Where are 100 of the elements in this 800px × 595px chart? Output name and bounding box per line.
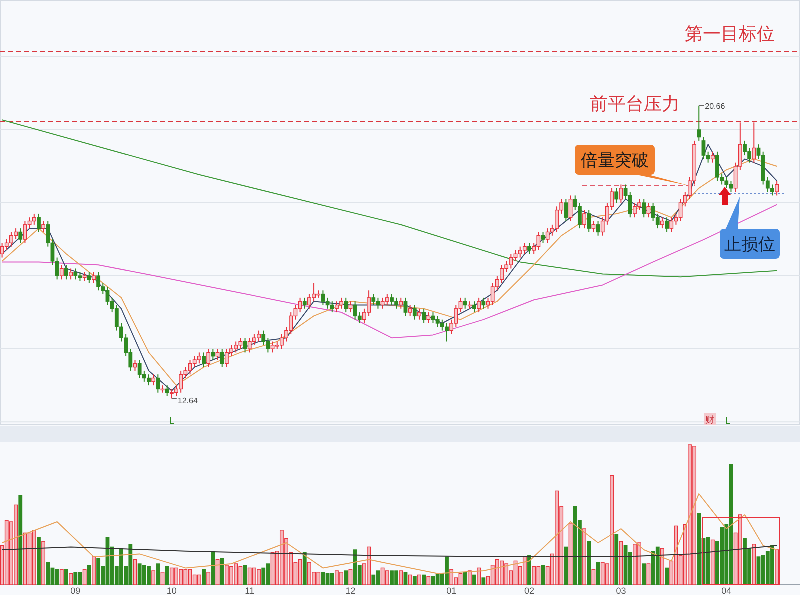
candlestick [92, 272, 96, 284]
x-tick-label: 03 [616, 586, 626, 595]
bar [74, 572, 78, 586]
candlestick [752, 122, 756, 164]
candlestick [422, 308, 426, 324]
candlestick [582, 210, 586, 230]
bar [32, 530, 36, 586]
bar [522, 556, 527, 586]
bar [408, 574, 412, 586]
candlestick [642, 198, 646, 218]
candlestick [197, 352, 202, 364]
x-tick-label: 02 [524, 586, 535, 595]
bar [46, 562, 50, 586]
bar [152, 570, 156, 586]
bar [660, 548, 664, 586]
candlestick [202, 352, 206, 368]
ref-line-label: 第一目标位 [685, 24, 775, 44]
bar [262, 568, 266, 586]
x-tick-label: 11 [245, 586, 255, 595]
x-tick-label: 09 [70, 586, 81, 595]
bar [348, 569, 353, 586]
annotation: 倍量突破 [581, 150, 649, 170]
bar [96, 558, 101, 586]
candlestick [587, 210, 592, 233]
bar [482, 578, 486, 586]
bar [564, 546, 568, 586]
bar [302, 552, 307, 586]
bar [133, 559, 138, 586]
candlestick [206, 348, 211, 368]
bar [665, 568, 670, 586]
candlestick [60, 264, 64, 280]
candlestick [96, 272, 101, 292]
bar [775, 550, 780, 586]
candlestick [408, 304, 412, 317]
candlestick [220, 348, 224, 368]
x-tick-label: 10 [166, 586, 177, 595]
bar [614, 534, 619, 586]
bar [243, 565, 248, 586]
bar [642, 564, 646, 586]
bar [477, 568, 482, 586]
x-tick-label: 01 [446, 586, 457, 595]
bar [18, 495, 23, 586]
bar [399, 570, 404, 586]
bar [656, 546, 660, 586]
ref-line-label: 前平台压力 [590, 94, 680, 114]
candlestick [628, 192, 632, 218]
candlestick [619, 184, 624, 204]
annotation: 财 [706, 415, 714, 425]
bar [60, 569, 64, 586]
candlestick [165, 385, 170, 398]
bar [528, 555, 532, 586]
bar [330, 573, 334, 586]
candlestick [646, 202, 651, 218]
bar [541, 565, 546, 586]
candlestick [69, 268, 74, 280]
candlestick [412, 304, 417, 320]
candlestick [243, 338, 248, 354]
bar [418, 574, 422, 586]
bar [412, 576, 417, 586]
candlestick [541, 232, 546, 244]
bar [619, 541, 624, 586]
bar [463, 572, 468, 586]
bar [596, 562, 600, 586]
bar [372, 574, 376, 586]
candlestick [262, 330, 266, 346]
bar [738, 514, 742, 586]
candlestick [463, 297, 468, 310]
candlestick [82, 272, 87, 282]
candlestick [385, 294, 390, 306]
candlestick [418, 308, 422, 320]
bar [206, 572, 211, 586]
candlestick [211, 348, 216, 361]
candlestick [372, 294, 376, 306]
candlestick [670, 217, 674, 233]
bar [87, 565, 92, 586]
annotation: L [169, 416, 176, 427]
candlestick [42, 220, 46, 233]
candlestick [18, 228, 23, 244]
bar [646, 564, 651, 586]
bar [422, 574, 426, 586]
candlestick [330, 301, 334, 314]
candlestick [426, 312, 431, 324]
bar [404, 572, 408, 586]
candlestick [528, 242, 532, 255]
bar [220, 558, 224, 586]
bar [92, 556, 96, 586]
bar [55, 569, 60, 586]
candlestick [477, 297, 482, 314]
bar [385, 570, 390, 586]
bar [706, 537, 710, 586]
bar [197, 574, 202, 586]
bar [321, 572, 326, 586]
bar [532, 566, 536, 586]
candlestick [522, 242, 527, 255]
candlestick [152, 374, 156, 386]
bar [42, 541, 46, 586]
bar [82, 569, 87, 586]
annotation: 20.66 [705, 102, 726, 111]
candlestick [596, 220, 600, 236]
annotation: 止损位 [724, 234, 776, 254]
